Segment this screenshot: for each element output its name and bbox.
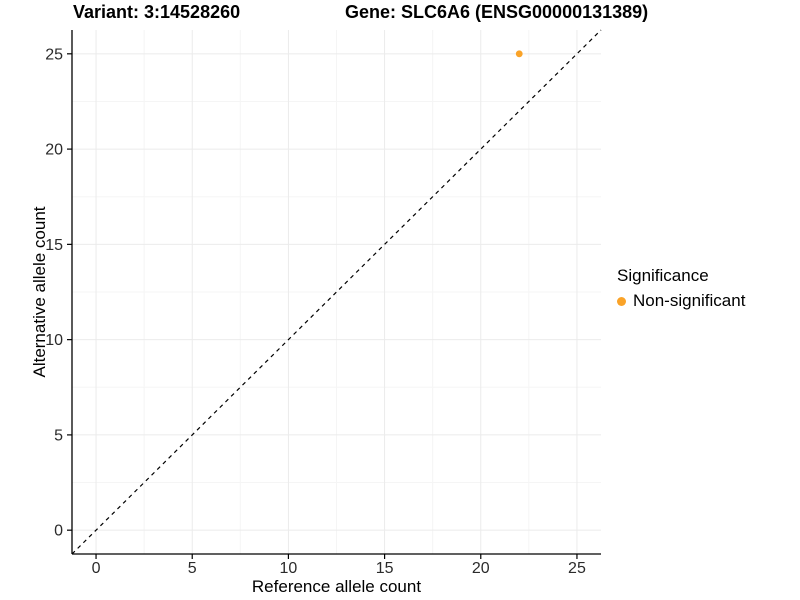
y-tick-label: 5 bbox=[54, 427, 63, 444]
y-tick-label: 20 bbox=[45, 142, 63, 159]
y-tick-labels: 0 5 10 15 20 25 bbox=[45, 46, 63, 539]
data-point bbox=[515, 50, 523, 58]
axis-tick-marks bbox=[67, 53, 578, 559]
x-tick-label: 5 bbox=[188, 560, 197, 577]
x-tick-labels: 0 5 10 15 20 25 bbox=[92, 560, 586, 577]
axis-lines bbox=[71, 30, 601, 555]
legend-item-non-significant: Non-significant bbox=[617, 291, 745, 311]
legend-title: Significance bbox=[617, 266, 709, 285]
x-tick-label: 25 bbox=[568, 560, 586, 577]
legend-marker-icon bbox=[617, 296, 626, 306]
grid-minor-lines bbox=[72, 30, 601, 554]
plot-title-variant: Variant: 3:14528260 bbox=[73, 2, 241, 22]
data-points bbox=[515, 50, 523, 58]
x-tick-label: 20 bbox=[472, 560, 490, 577]
y-tick-label: 15 bbox=[45, 237, 63, 254]
plot-title-gene: Gene: SLC6A6 (ENSG00000131389) bbox=[345, 2, 649, 22]
x-tick-label: 15 bbox=[376, 560, 394, 577]
legend: Significance Non-significant bbox=[617, 266, 745, 311]
legend-item-label: Non-significant bbox=[633, 291, 746, 310]
x-axis-title: Reference allele count bbox=[251, 577, 422, 596]
y-tick-label: 0 bbox=[54, 523, 63, 540]
y-tick-label: 25 bbox=[45, 46, 63, 63]
x-tick-label: 10 bbox=[280, 560, 298, 577]
y-tick-label: 10 bbox=[45, 332, 63, 349]
y-axis-title: Alternative allele count bbox=[30, 206, 49, 378]
x-tick-label: 0 bbox=[92, 560, 101, 577]
grid-major-lines bbox=[72, 30, 601, 554]
